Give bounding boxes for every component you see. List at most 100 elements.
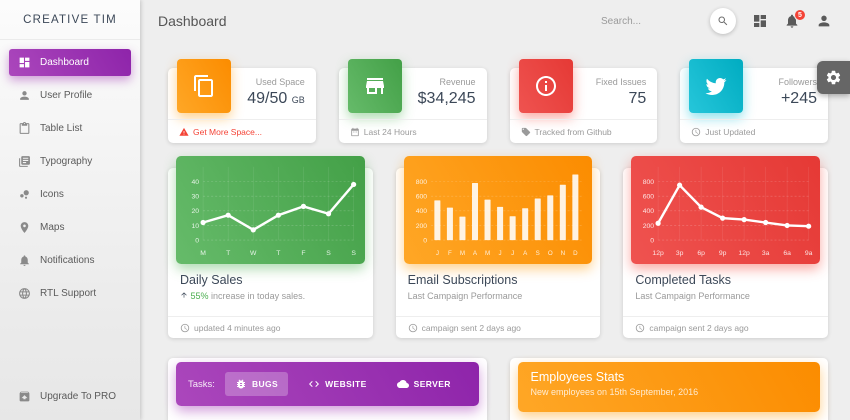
svg-text:600: 600 [643,194,655,201]
svg-text:S: S [535,250,539,257]
cloud-icon [396,378,409,390]
stat-label: Revenue [439,77,476,87]
chart-footer-text: updated 4 minutes ago [194,322,281,333]
dashboard-icon [18,56,31,69]
map-pin-icon [18,221,31,234]
svg-text:12p: 12p [739,250,751,257]
search-button[interactable] [710,8,736,34]
svg-text:O: O [548,250,553,257]
employees-stats-card: Employees Stats New employees on 15th Se… [509,358,828,420]
sidebar-item-label: Table List [40,123,83,134]
clock-icon [180,323,190,333]
svg-text:A: A [523,250,528,257]
chart-card-daily-sales: 0 10 20 30 40 M T W T F S S Daily Sales 55% increas… [168,156,373,338]
sidebar-item-rtl-support[interactable]: RTL Support [9,280,131,307]
settings-fab-button[interactable] [817,61,850,94]
employees-stats-title: Employees Stats [530,370,625,384]
svg-text:6a: 6a [784,250,792,257]
svg-text:20: 20 [192,208,200,215]
svg-text:M: M [200,250,206,257]
gear-icon [825,69,842,86]
svg-text:D: D [573,250,578,257]
stat-footer-link[interactable]: Get More Space... [193,126,262,137]
chart-title: Daily Sales [180,273,243,287]
sidebar-item-maps[interactable]: Maps [9,214,131,241]
chart-card-completed-tasks: 0 200 400 600 800 12p 3p 6p 9p 12p 3a 6a 9a Complete… [623,156,829,338]
svg-text:600: 600 [415,194,427,201]
svg-text:M: M [460,250,465,257]
tasks-header: Tasks: BUGS WEBSITE SERVER [176,362,479,406]
sidebar-upgrade: Upgrade To PRO [9,383,131,410]
sidebar-item-upgrade-to-pro[interactable]: Upgrade To PRO [9,383,131,410]
sidebar-item-label: Upgrade To PRO [40,391,116,402]
bug-icon [235,378,247,390]
tasks-card: Tasks: BUGS WEBSITE SERVER [168,358,487,420]
stat-footer-text: Tracked from Github [534,126,612,137]
top-navbar: Dashboard 5 [140,0,850,42]
svg-text:3a: 3a [762,250,770,257]
tab-bugs[interactable]: BUGS [224,372,289,396]
sidebar-item-table-list[interactable]: Table List [9,115,131,142]
stat-label: Fixed Issues [595,77,647,87]
copy-icon [177,59,231,113]
svg-text:400: 400 [643,208,655,215]
clock-icon [635,323,645,333]
notifications-button[interactable]: 5 [784,9,806,29]
svg-text:J: J [498,250,501,257]
svg-text:800: 800 [643,179,655,186]
email-subscriptions-chart: 0 200 400 600 800 J F M A M J J A S O N D [403,156,593,264]
sidebar-item-label: Dashboard [40,57,89,68]
svg-text:6p: 6p [698,250,706,257]
brand-logo: CREATIVE TIM [0,0,140,40]
sidebar-item-typography[interactable]: Typography [9,148,131,175]
tag-icon [521,127,531,137]
page-title: Dashboard [158,13,227,29]
svg-text:3p: 3p [676,250,684,257]
chart-footer-text: campaign sent 2 days ago [649,322,749,333]
sidebar-menu: Dashboard User Profile Table List Typogr… [0,40,140,307]
sidebar: CREATIVE TIM Dashboard User Profile Tabl… [0,0,140,420]
tab-website[interactable]: WEBSITE [298,372,377,396]
svg-text:9p: 9p [719,250,727,257]
svg-text:0: 0 [195,238,199,245]
chart-subtitle: Last Campaign Performance [635,291,750,301]
stat-card-followers: Followers +245 Just Updated [680,59,828,143]
bottom-row: Tasks: BUGS WEBSITE SERVER Employees Sta… [168,358,828,420]
svg-text:S: S [326,250,331,257]
stat-label: Used Space [255,77,305,87]
sidebar-item-label: Icons [40,189,64,200]
completed-tasks-chart: 0 200 400 600 800 12p 3p 6p 9p 12p 3a 6a 9a [631,156,821,264]
twitter-icon [689,59,744,113]
stat-value: $34,245 [417,90,476,107]
svg-text:J: J [511,250,514,257]
stat-card-used-space: Used Space 49/50 GB Get More Space... [168,59,316,143]
chart-footer-text: campaign sent 2 days ago [421,322,521,333]
svg-text:200: 200 [415,223,427,230]
svg-text:200: 200 [643,223,655,230]
svg-text:800: 800 [415,179,427,186]
charts-row: 0 10 20 30 40 M T W T F S S Daily Sales 55% increas… [168,156,829,338]
tab-server[interactable]: SERVER [387,372,461,396]
dashboard-shortcut-button[interactable] [752,13,768,29]
search-input[interactable] [601,15,706,27]
store-icon [347,59,402,113]
stat-value: +245 [780,90,817,107]
svg-text:9a: 9a [805,250,813,257]
bubbles-icon [18,188,31,201]
svg-text:0: 0 [423,238,427,245]
sidebar-item-notifications[interactable]: Notifications [9,247,131,274]
sidebar-item-dashboard[interactable]: Dashboard [9,49,131,76]
svg-text:F: F [301,250,305,257]
employees-stats-header: Employees Stats New employees on 15th Se… [517,362,820,412]
arrow-up-icon [180,291,188,299]
svg-text:T: T [276,250,280,257]
sidebar-item-icons[interactable]: Icons [9,181,131,208]
svg-text:40: 40 [192,179,200,186]
svg-text:30: 30 [192,194,200,201]
clock-icon [408,323,418,333]
tasks-label: Tasks: [188,378,215,390]
sidebar-item-label: Notifications [40,255,95,266]
profile-button[interactable] [816,13,832,29]
sidebar-item-user-profile[interactable]: User Profile [9,82,131,109]
notifications-badge: 5 [794,9,806,21]
